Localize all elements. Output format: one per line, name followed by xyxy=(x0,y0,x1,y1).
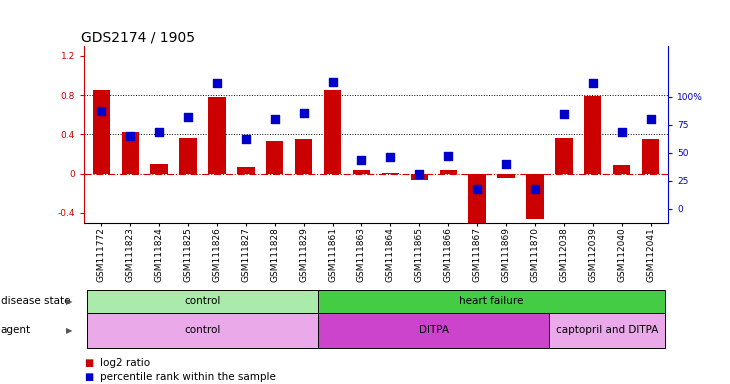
Bar xyxy=(237,167,255,174)
Text: control: control xyxy=(184,325,220,335)
Bar xyxy=(550,313,665,348)
Point xyxy=(124,133,136,139)
Bar xyxy=(208,97,226,174)
Text: ■: ■ xyxy=(84,358,93,368)
Point xyxy=(413,171,425,177)
Bar xyxy=(87,290,318,313)
Bar xyxy=(318,313,550,348)
Text: GDS2174 / 1905: GDS2174 / 1905 xyxy=(81,31,195,45)
Bar xyxy=(353,170,370,174)
Bar xyxy=(439,170,457,174)
Text: ▶: ▶ xyxy=(66,326,72,335)
Point xyxy=(587,80,599,86)
Bar xyxy=(318,290,665,313)
Text: log2 ratio: log2 ratio xyxy=(100,358,150,368)
Bar xyxy=(295,139,312,174)
Point xyxy=(153,129,165,136)
Point xyxy=(298,110,310,116)
Point xyxy=(645,116,656,122)
Bar xyxy=(150,164,168,174)
Bar xyxy=(469,174,485,223)
Bar xyxy=(613,165,631,174)
Bar xyxy=(584,96,602,174)
Point xyxy=(442,153,454,159)
Bar xyxy=(556,138,572,174)
Point xyxy=(269,116,280,122)
Point xyxy=(558,111,569,118)
Bar xyxy=(324,90,341,174)
Point xyxy=(385,154,396,160)
Bar xyxy=(180,138,196,174)
Bar xyxy=(93,90,110,174)
Point xyxy=(240,136,252,142)
Text: captopril and DITPA: captopril and DITPA xyxy=(556,325,658,335)
Point xyxy=(472,185,483,192)
Bar xyxy=(526,174,544,219)
Bar xyxy=(411,174,428,180)
Text: agent: agent xyxy=(1,325,31,335)
Point xyxy=(616,129,628,136)
Bar xyxy=(497,174,515,177)
Point xyxy=(500,161,512,167)
Bar xyxy=(266,141,283,174)
Bar xyxy=(382,173,399,174)
Text: ▶: ▶ xyxy=(66,297,72,306)
Point xyxy=(96,108,107,114)
Bar xyxy=(642,139,659,174)
Point xyxy=(327,79,339,85)
Point xyxy=(529,185,541,192)
Text: percentile rank within the sample: percentile rank within the sample xyxy=(100,372,276,382)
Text: DITPA: DITPA xyxy=(419,325,449,335)
Point xyxy=(182,114,194,120)
Bar xyxy=(87,313,318,348)
Bar xyxy=(121,132,139,174)
Text: ■: ■ xyxy=(84,372,93,382)
Text: disease state: disease state xyxy=(1,296,70,306)
Point xyxy=(356,157,367,164)
Text: heart failure: heart failure xyxy=(459,296,524,306)
Point xyxy=(211,80,223,86)
Text: control: control xyxy=(184,296,220,306)
